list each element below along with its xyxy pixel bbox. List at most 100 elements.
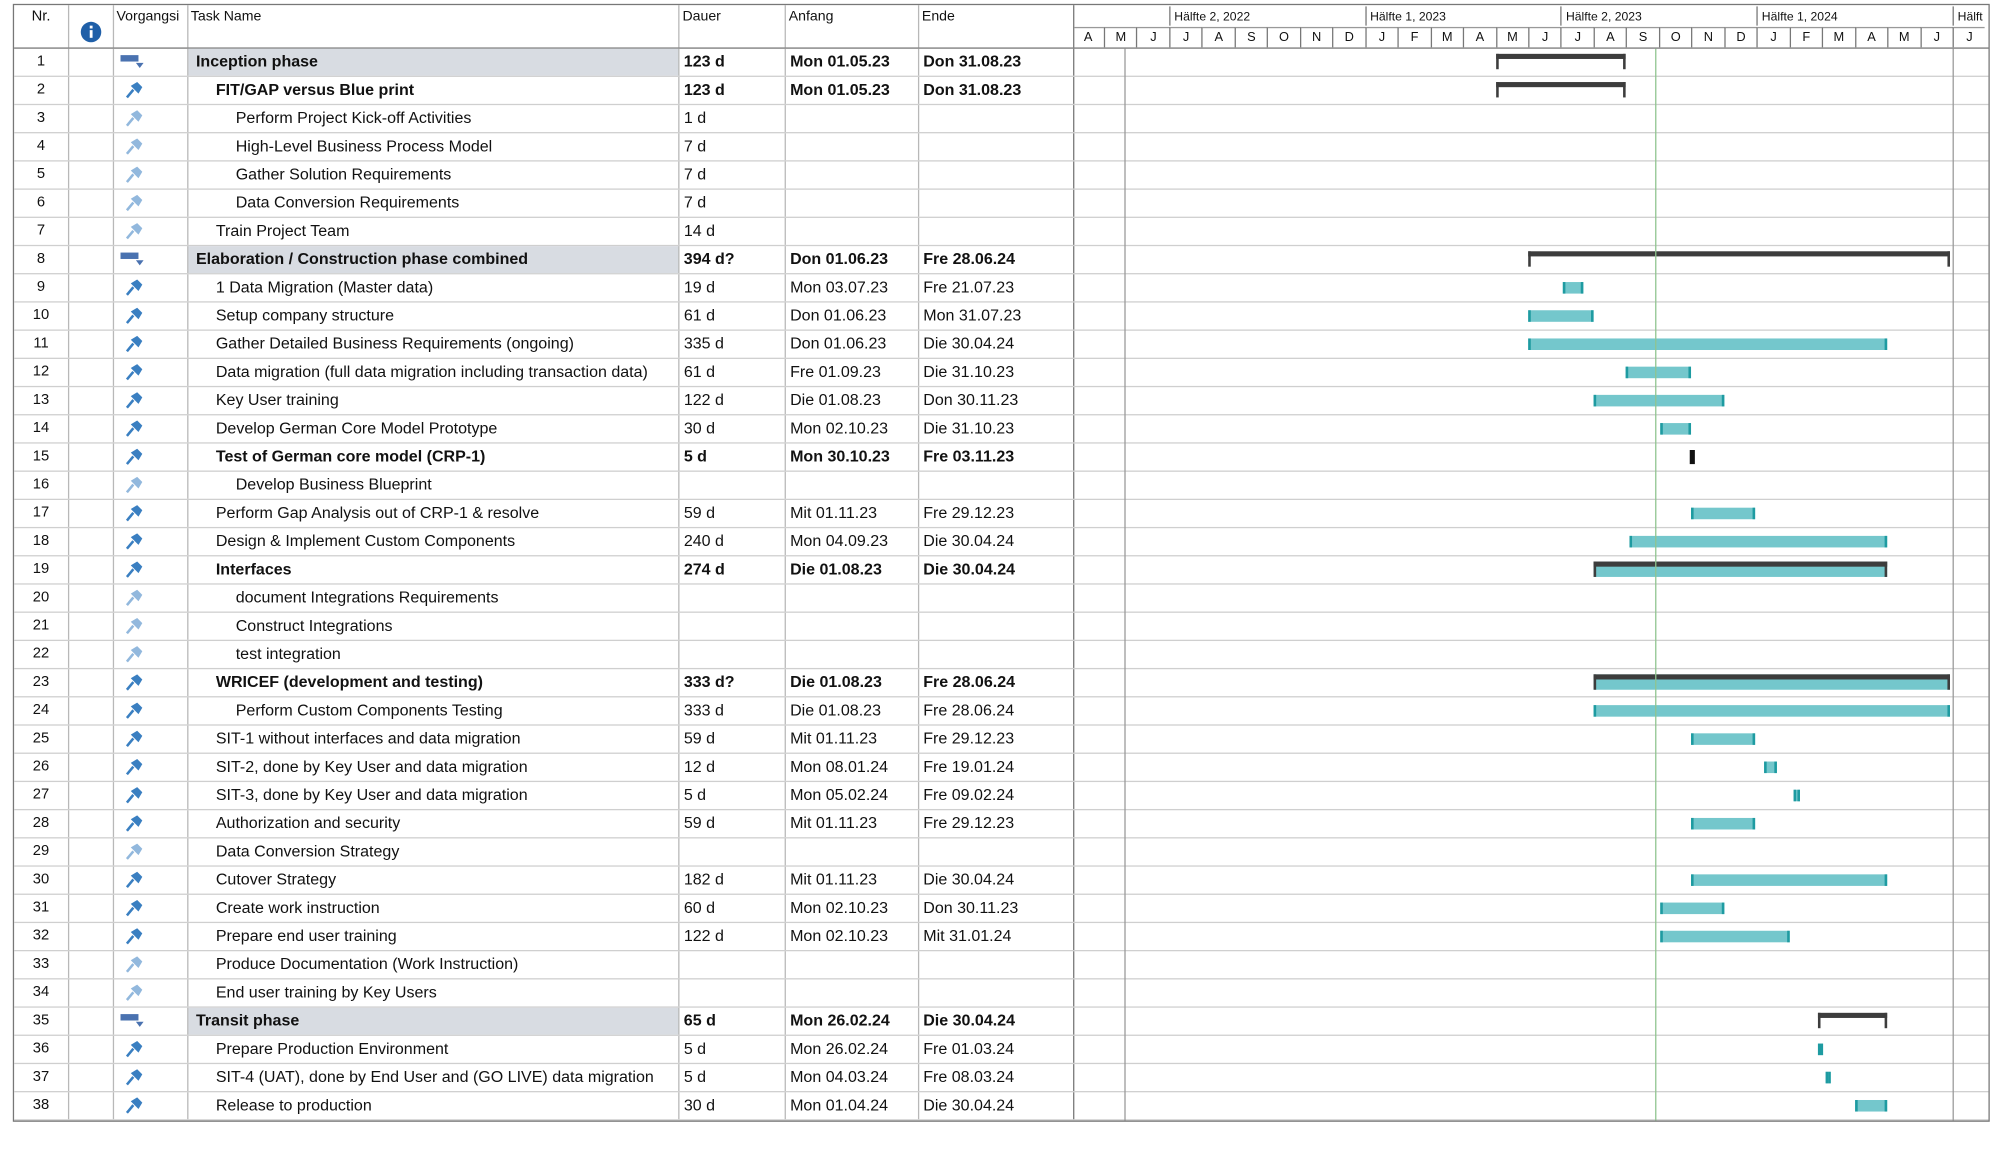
month-label: M xyxy=(1103,26,1137,48)
gantt-cell xyxy=(1074,979,1988,1006)
info-cell xyxy=(69,612,115,640)
month-label: S xyxy=(1626,26,1659,48)
duration-cell xyxy=(680,612,787,640)
start-cell xyxy=(786,105,920,133)
half-year-label: Hälfte 2, 2023 xyxy=(1560,6,1757,26)
task-row: 32 Prepare end user training 122 d Mon 02.1… xyxy=(14,923,1989,952)
task-row: 27 SIT-3, done by Key User and data migra… xyxy=(14,782,1989,811)
task-row: 4 High-Level Business Process Model 7 d xyxy=(14,133,1989,162)
gantt-cell xyxy=(1074,133,1988,160)
start-cell: Mit 01.11.23 xyxy=(786,810,920,838)
gantt-bar xyxy=(1659,930,1790,943)
duration-cell: 123 d xyxy=(680,76,787,104)
task-row: 21 Construct Integrations xyxy=(14,612,1989,642)
gantt-cell xyxy=(1074,415,1988,442)
half-year-label: Hälft xyxy=(1952,6,1989,26)
task-row: 28 Authorization and security 59 d Mit 01.1… xyxy=(14,810,1989,839)
task-name: SIT-1 without interfaces and data migrat… xyxy=(188,725,680,753)
mode-cell xyxy=(114,48,189,76)
month-label: A xyxy=(1201,26,1235,48)
end-cell: Die 30.04.24 xyxy=(919,330,1075,358)
month-label: J xyxy=(1169,26,1202,48)
task-name: Test of German core model (CRP-1) xyxy=(188,443,680,471)
month-label: J xyxy=(1364,26,1398,48)
task-row: 25 SIT-1 without interfaces and data migr… xyxy=(14,725,1989,754)
start-cell: Mon 04.03.24 xyxy=(786,1064,920,1092)
month-label: D xyxy=(1724,26,1757,48)
month-label: M xyxy=(1430,26,1463,48)
task-mode-icon xyxy=(125,871,143,888)
end-cell: Fre 09.02.24 xyxy=(919,782,1075,809)
mode-cell xyxy=(114,105,189,133)
task-mode-icon xyxy=(125,138,143,155)
mode-cell xyxy=(114,556,189,584)
start-cell: Mon 01.04.24 xyxy=(786,1092,920,1120)
task-name: Gather Detailed Business Requirements (o… xyxy=(188,330,680,358)
task-row: 15 Test of German core model (CRP-1) 5 d Mo… xyxy=(14,443,1989,472)
task-mode-icon xyxy=(125,674,143,691)
task-name: Data Conversion Strategy xyxy=(188,838,680,866)
info-cell xyxy=(69,528,115,556)
gantt-cell xyxy=(1074,246,1988,273)
end-cell xyxy=(919,584,1075,612)
start-cell xyxy=(786,584,920,612)
duration-cell xyxy=(680,951,787,979)
task-name: Gather Solution Requirements xyxy=(188,161,680,189)
end-cell: Fre 01.03.24 xyxy=(919,1035,1075,1063)
gantt-cell xyxy=(1074,190,1988,217)
duration-cell: 182 d xyxy=(680,866,787,894)
row-number: 26 xyxy=(14,753,70,781)
end-cell: Fre 28.06.24 xyxy=(919,669,1075,697)
task-row: 36 Prepare Production Environment 5 d Mon 2… xyxy=(14,1035,1989,1065)
end-cell: Fre 19.01.24 xyxy=(919,753,1075,781)
half-year-label: Hälfte 2, 2022 xyxy=(1169,6,1365,26)
duration-cell: 7 d xyxy=(680,133,787,161)
end-cell: Fre 28.06.24 xyxy=(919,246,1075,274)
info-cell xyxy=(69,1035,115,1063)
gantt-cell xyxy=(1074,444,1988,471)
gantt-bar xyxy=(1629,535,1888,548)
end-cell: Fre 29.12.23 xyxy=(919,499,1075,527)
start-cell xyxy=(786,951,920,979)
column-header: Vorgangsi xyxy=(114,5,189,48)
gantt-table: Nr. Vorgangsi Task Name Dauer Anfang Ende Hälf… xyxy=(12,3,1990,1122)
duration-cell: 333 d? xyxy=(680,669,787,697)
month-label: J xyxy=(1560,26,1594,48)
gantt-bar xyxy=(1593,674,1951,690)
end-cell: Die 30.04.24 xyxy=(919,1092,1075,1120)
mode-cell xyxy=(114,358,189,386)
mode-cell xyxy=(114,725,189,753)
row-number: 31 xyxy=(14,894,70,922)
month-label: D xyxy=(1332,26,1365,48)
month-label: A xyxy=(1593,26,1627,48)
month-label: A xyxy=(1074,26,1104,48)
task-row: 13 Key User training 122 d Die 01.08.23 Don … xyxy=(14,387,1989,416)
task-row: 26 SIT-2, done by Key User and data migra… xyxy=(14,753,1989,783)
gantt-bar xyxy=(1593,561,1888,577)
end-cell: Die 30.04.24 xyxy=(919,1007,1075,1035)
task-mode-icon xyxy=(125,420,143,437)
end-cell xyxy=(919,979,1075,1007)
row-number: 36 xyxy=(14,1035,70,1063)
timescale-strip: Hälfte 2, 2022 Hälfte 1, 2023 Hälfte 2, 20… xyxy=(1074,5,1989,48)
task-name: Create work instruction xyxy=(188,894,680,922)
info-cell xyxy=(69,471,115,499)
gantt-cell xyxy=(1074,697,1988,724)
info-icon xyxy=(80,21,102,43)
task-mode-icon xyxy=(125,335,143,353)
end-cell: Die 31.10.23 xyxy=(919,415,1075,443)
task-row: 12 Data migration (full data migration in… xyxy=(14,358,1989,388)
info-cell xyxy=(69,669,115,697)
month-label: M xyxy=(1821,26,1855,48)
task-mode-icon xyxy=(125,589,143,606)
info-cell xyxy=(69,189,115,217)
end-cell: Fre 29.12.23 xyxy=(919,725,1075,753)
info-cell xyxy=(69,584,115,612)
duration-cell: 59 d xyxy=(680,499,787,527)
task-row: 1 Inception phase 123 d Mon 01.05.23 Don 31.… xyxy=(14,48,1989,77)
duration-cell: 5 d xyxy=(680,443,787,471)
task-row: 37 SIT-4 (UAT), done by End User and (GO … xyxy=(14,1064,1989,1093)
task-name: Prepare Production Environment xyxy=(188,1035,680,1063)
gantt-bar xyxy=(1593,705,1951,717)
duration-cell: 123 d xyxy=(680,48,787,76)
